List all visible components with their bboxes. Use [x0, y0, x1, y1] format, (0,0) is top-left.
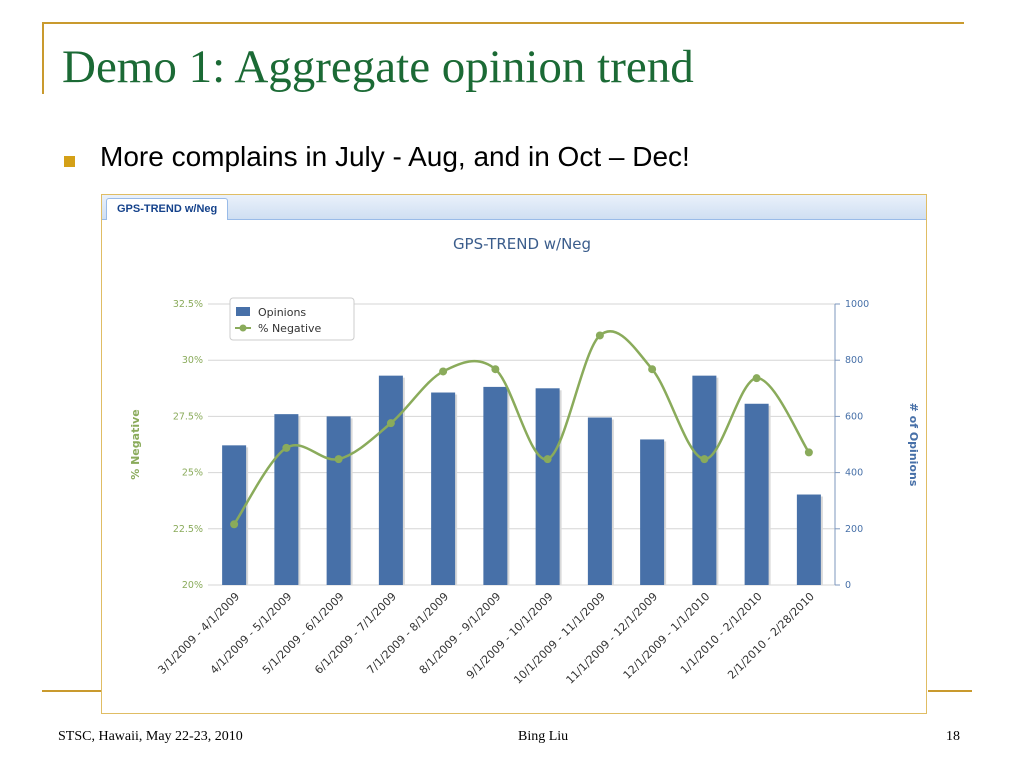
bar-opinions	[692, 375, 717, 585]
footer-author: Bing Liu	[518, 729, 569, 744]
left-axis-tick-label: 20%	[182, 580, 203, 591]
x-axis-category-label: 12/1/2009 - 1/1/2010	[621, 590, 713, 682]
right-axis-tick-label: 200	[845, 524, 863, 535]
bar-opinions	[431, 392, 456, 585]
bar-opinions	[483, 386, 508, 585]
line-point-negative	[282, 443, 291, 452]
line-point-negative	[595, 331, 604, 340]
right-axis-tick-label: 0	[845, 580, 851, 591]
left-axis-tick-label: 30%	[182, 355, 203, 366]
footer-event: STSC, Hawaii, May 22-23, 2010	[58, 729, 243, 744]
tab-strip: GPS-TREND w/Neg	[102, 195, 926, 220]
bullet-text: More complains in July - Aug, and in Oct…	[100, 141, 690, 172]
line-point-negative	[230, 520, 239, 529]
x-axis-category-label: 11/1/2009 - 12/1/2009	[564, 590, 661, 687]
line-point-negative	[700, 455, 709, 464]
chart-panel: GPS-TREND w/Neg GPS-TREND w/Neg 20% 22.5% 2…	[101, 194, 927, 714]
line-point-negative	[648, 365, 657, 374]
right-axis-tick-label: 600	[845, 411, 863, 422]
bar-opinions	[326, 416, 351, 585]
tab-gps-trend[interactable]: GPS-TREND w/Neg	[106, 198, 229, 220]
right-axis-tick-label: 800	[845, 355, 863, 366]
line-point-negative	[804, 448, 813, 457]
legend-label-negative: % Negative	[258, 322, 322, 335]
chart-svg: GPS-TREND w/Neg 20% 22.5% 25% 27.5% 30% 32.5% 0…	[129, 235, 920, 687]
bar-opinions	[587, 417, 612, 585]
line-point-negative	[439, 367, 448, 376]
decorative-bottom-rule-right	[928, 690, 972, 692]
bar-opinions	[796, 494, 821, 585]
chart-title: GPS-TREND w/Neg	[453, 235, 591, 253]
left-axis-tick-label: 25%	[182, 468, 203, 479]
left-axis-tick-label: 27.5%	[173, 411, 203, 422]
bar-opinions	[378, 375, 403, 585]
right-axis-title: # of Opinions	[907, 403, 920, 487]
legend-label-opinions: Opinions	[258, 306, 306, 319]
legend-swatch-opinions	[236, 307, 250, 316]
line-point-negative	[543, 455, 552, 464]
decorative-vertical-rule	[42, 22, 44, 94]
bar-opinions	[535, 388, 560, 585]
right-axis-tick-label: 1000	[845, 299, 869, 310]
bar-opinions	[744, 403, 769, 585]
left-axis-title: % Negative	[129, 409, 142, 479]
decorative-bottom-rule-left	[42, 690, 102, 692]
bar-opinions	[222, 445, 247, 585]
legend-box	[229, 297, 355, 341]
left-axis-tick-label: 32.5%	[173, 299, 203, 310]
right-axis-tick-label: 400	[845, 468, 863, 479]
x-axis-category-label: 9/1/2009 - 10/1/2009	[464, 590, 556, 682]
bar-opinions	[274, 414, 299, 585]
left-axis-tick-label: 22.5%	[173, 524, 203, 535]
decorative-top-rule	[42, 22, 964, 24]
line-point-negative	[491, 365, 500, 374]
slide-title: Demo 1: Aggregate opinion trend	[62, 41, 694, 93]
bar-opinions	[640, 439, 665, 585]
x-axis-category-label: 2/1/2010 - 2/28/2010	[725, 590, 817, 682]
line-point-negative	[386, 419, 395, 428]
line-point-negative	[334, 455, 343, 464]
bullet-square-icon	[64, 156, 75, 167]
x-axis-category-label: 10/1/2009 - 11/1/2009	[511, 590, 608, 687]
footer-page-number: 18	[946, 729, 960, 744]
legend-marker-negative	[239, 324, 247, 332]
line-point-negative	[752, 374, 761, 383]
